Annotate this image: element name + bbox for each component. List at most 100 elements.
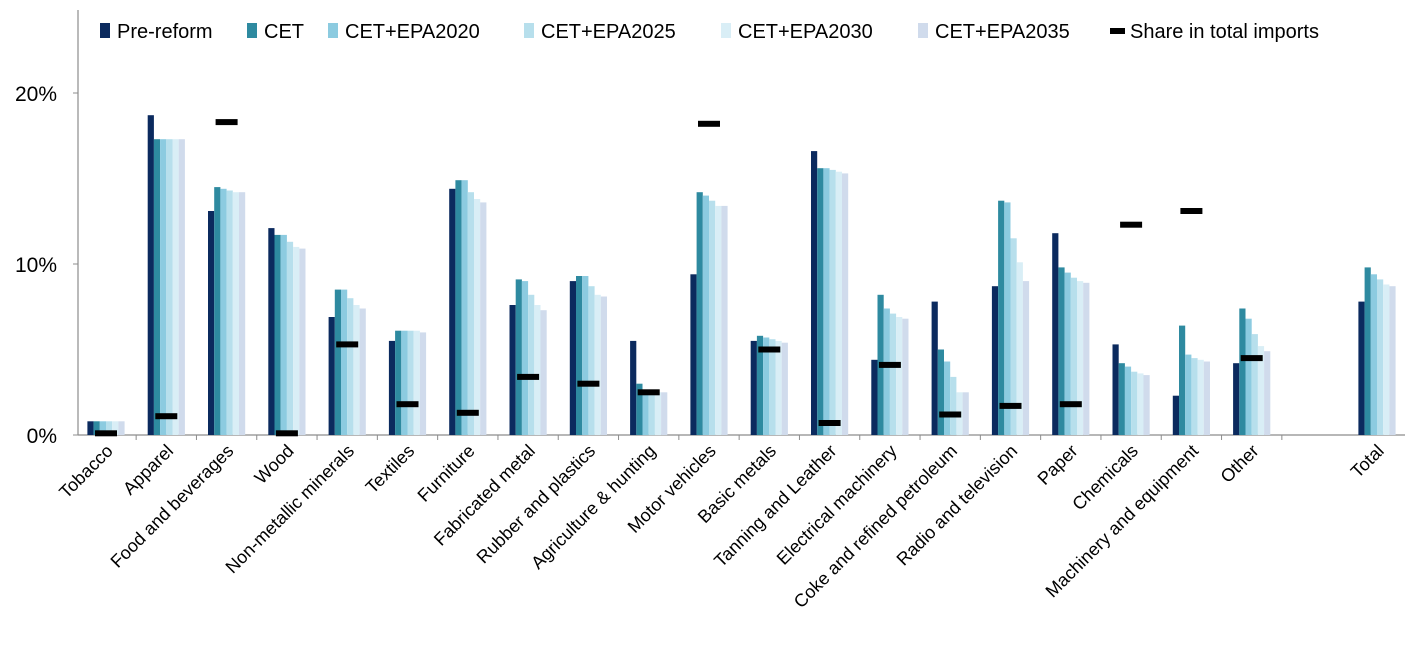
bar: [781, 342, 788, 435]
bar: [642, 392, 649, 436]
bar: [1124, 366, 1132, 435]
bar: [1064, 272, 1071, 435]
bar: [661, 392, 668, 436]
category-label: Total: [1347, 441, 1388, 482]
bar: [883, 308, 890, 435]
bar: [763, 337, 770, 435]
legend-label: CET+EPA2035: [935, 21, 1070, 43]
bar: [239, 192, 246, 435]
share-marker: [95, 430, 117, 437]
bar: [756, 335, 764, 435]
bar: [509, 305, 516, 435]
share-marker: [698, 120, 720, 127]
bar: [1112, 344, 1119, 435]
share-marker: [637, 389, 660, 396]
bar: [232, 192, 239, 435]
bar: [950, 376, 957, 435]
bar: [817, 168, 824, 435]
bar: [709, 200, 716, 435]
share-marker: [818, 420, 841, 426]
category-label: Radio and television: [893, 441, 1022, 570]
bar: [226, 190, 233, 435]
bar: [293, 246, 300, 435]
bar: [962, 392, 969, 436]
category-label: Tobacco: [55, 441, 117, 503]
bar: [1370, 274, 1377, 435]
category-label: Other: [1217, 441, 1263, 487]
legend-label: CET+EPA2025: [541, 21, 676, 43]
legend-swatch: [328, 23, 338, 38]
bar: [99, 421, 106, 435]
category-label: Textiles: [362, 441, 419, 498]
bar: [1004, 202, 1011, 435]
bar: [528, 294, 535, 435]
bar: [106, 421, 113, 435]
bar: [1143, 375, 1150, 435]
bar: [388, 340, 396, 435]
legend-swatch: [524, 23, 534, 38]
bar: [1077, 281, 1084, 435]
share-marker: [878, 361, 901, 368]
bar: [715, 205, 722, 435]
bar: [569, 281, 576, 435]
category-label: Fabricated metal: [430, 441, 539, 550]
bar: [1389, 286, 1396, 435]
bar: [582, 276, 589, 435]
bar: [521, 281, 529, 435]
bar: [274, 234, 281, 435]
bar: [534, 305, 541, 435]
bar: [937, 349, 944, 435]
bar: [690, 274, 697, 435]
bar: [347, 298, 354, 435]
bar: [166, 139, 173, 435]
bar: [280, 234, 287, 435]
bar: [334, 289, 341, 435]
bar: [998, 200, 1005, 435]
bar: [419, 332, 427, 435]
bar: [1251, 334, 1258, 435]
bar: [1239, 308, 1246, 435]
bar: [208, 211, 215, 435]
bar: [1377, 279, 1384, 435]
y-tick-label: 10%: [15, 254, 57, 277]
bar: [359, 308, 366, 435]
bar: [902, 318, 909, 435]
share-marker: [1059, 401, 1082, 408]
legend-label: Share in total imports: [1130, 21, 1319, 43]
bar: [750, 340, 757, 435]
legend-label: CET+EPA2020: [345, 21, 480, 43]
share-marker: [1240, 355, 1263, 362]
share-marker: [155, 413, 178, 420]
bar: [1070, 277, 1077, 435]
bar: [214, 187, 221, 435]
share-marker: [517, 373, 540, 380]
bar: [1245, 318, 1252, 435]
category-label: Paper: [1034, 441, 1082, 489]
legend-swatch: [918, 23, 928, 38]
bar: [944, 361, 951, 435]
bar: [648, 392, 655, 436]
bar: [654, 392, 662, 436]
legend-swatch: [100, 23, 110, 38]
bar: [1172, 395, 1179, 435]
bar: [172, 139, 179, 435]
legend-swatch: [247, 23, 257, 38]
bar: [455, 180, 462, 435]
bar: [93, 421, 100, 435]
bar: [353, 305, 360, 435]
bar: [461, 180, 468, 435]
bar: [1016, 262, 1023, 435]
bar: [268, 228, 275, 435]
bar: [702, 195, 709, 435]
bar: [871, 359, 878, 435]
bar: [1052, 233, 1059, 435]
legend-label: CET: [264, 21, 304, 43]
bar: [721, 205, 728, 435]
bar: [395, 330, 402, 435]
bar: [160, 139, 167, 435]
bar: [1118, 363, 1125, 435]
bar: [775, 340, 782, 435]
bar: [153, 139, 161, 435]
